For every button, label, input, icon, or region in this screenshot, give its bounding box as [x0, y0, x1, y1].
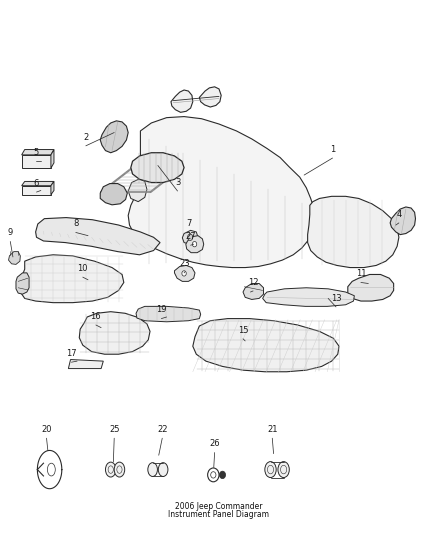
Ellipse shape: [158, 463, 168, 477]
Ellipse shape: [219, 471, 226, 479]
Polygon shape: [21, 181, 54, 185]
Text: 9: 9: [8, 228, 13, 237]
Text: 7: 7: [187, 219, 192, 228]
Polygon shape: [171, 90, 193, 112]
Text: 2: 2: [83, 133, 88, 142]
Ellipse shape: [182, 271, 186, 276]
Polygon shape: [100, 121, 128, 153]
Text: 6: 6: [34, 179, 39, 188]
Polygon shape: [243, 284, 264, 300]
Polygon shape: [51, 150, 54, 168]
Polygon shape: [182, 230, 198, 244]
Polygon shape: [16, 273, 29, 294]
Text: 22: 22: [157, 425, 167, 434]
Polygon shape: [128, 117, 315, 268]
Polygon shape: [136, 306, 201, 322]
Polygon shape: [51, 181, 54, 195]
Text: 13: 13: [331, 294, 341, 303]
Polygon shape: [390, 207, 416, 235]
Polygon shape: [100, 183, 127, 205]
Polygon shape: [307, 196, 399, 268]
Text: 16: 16: [91, 312, 101, 321]
Polygon shape: [193, 319, 339, 372]
Text: 21: 21: [267, 425, 278, 434]
Text: 23: 23: [180, 259, 190, 268]
Text: 20: 20: [41, 425, 52, 434]
Ellipse shape: [278, 462, 289, 478]
Text: 19: 19: [156, 305, 166, 314]
Polygon shape: [263, 288, 354, 306]
Polygon shape: [21, 150, 54, 155]
Text: 1: 1: [330, 145, 335, 154]
Text: 10: 10: [78, 264, 88, 273]
Text: 5: 5: [34, 148, 39, 157]
Text: 2006 Jeep Commander: 2006 Jeep Commander: [175, 502, 263, 511]
Ellipse shape: [114, 462, 125, 477]
Text: 3: 3: [175, 178, 180, 187]
Text: 15: 15: [238, 326, 248, 335]
Text: 8: 8: [73, 219, 78, 228]
Polygon shape: [21, 185, 51, 195]
Polygon shape: [20, 255, 124, 303]
Ellipse shape: [265, 462, 276, 478]
Text: 11: 11: [356, 269, 366, 278]
Polygon shape: [21, 155, 51, 168]
Text: Instrument Panel Diagram: Instrument Panel Diagram: [169, 510, 269, 519]
Ellipse shape: [106, 462, 116, 477]
Polygon shape: [348, 274, 394, 301]
Text: 26: 26: [209, 439, 220, 448]
Ellipse shape: [187, 234, 193, 240]
Polygon shape: [131, 153, 184, 182]
Text: 25: 25: [109, 425, 120, 434]
Polygon shape: [68, 360, 103, 368]
Polygon shape: [199, 87, 221, 107]
Ellipse shape: [192, 241, 197, 247]
Polygon shape: [174, 265, 195, 281]
Text: 27: 27: [185, 232, 196, 241]
Polygon shape: [186, 236, 204, 253]
Text: 4: 4: [396, 209, 402, 219]
Polygon shape: [9, 252, 20, 264]
Text: 17: 17: [66, 349, 77, 358]
Polygon shape: [79, 312, 150, 354]
Text: 12: 12: [248, 278, 258, 287]
Polygon shape: [128, 179, 147, 201]
Polygon shape: [35, 217, 160, 255]
Ellipse shape: [148, 463, 157, 477]
